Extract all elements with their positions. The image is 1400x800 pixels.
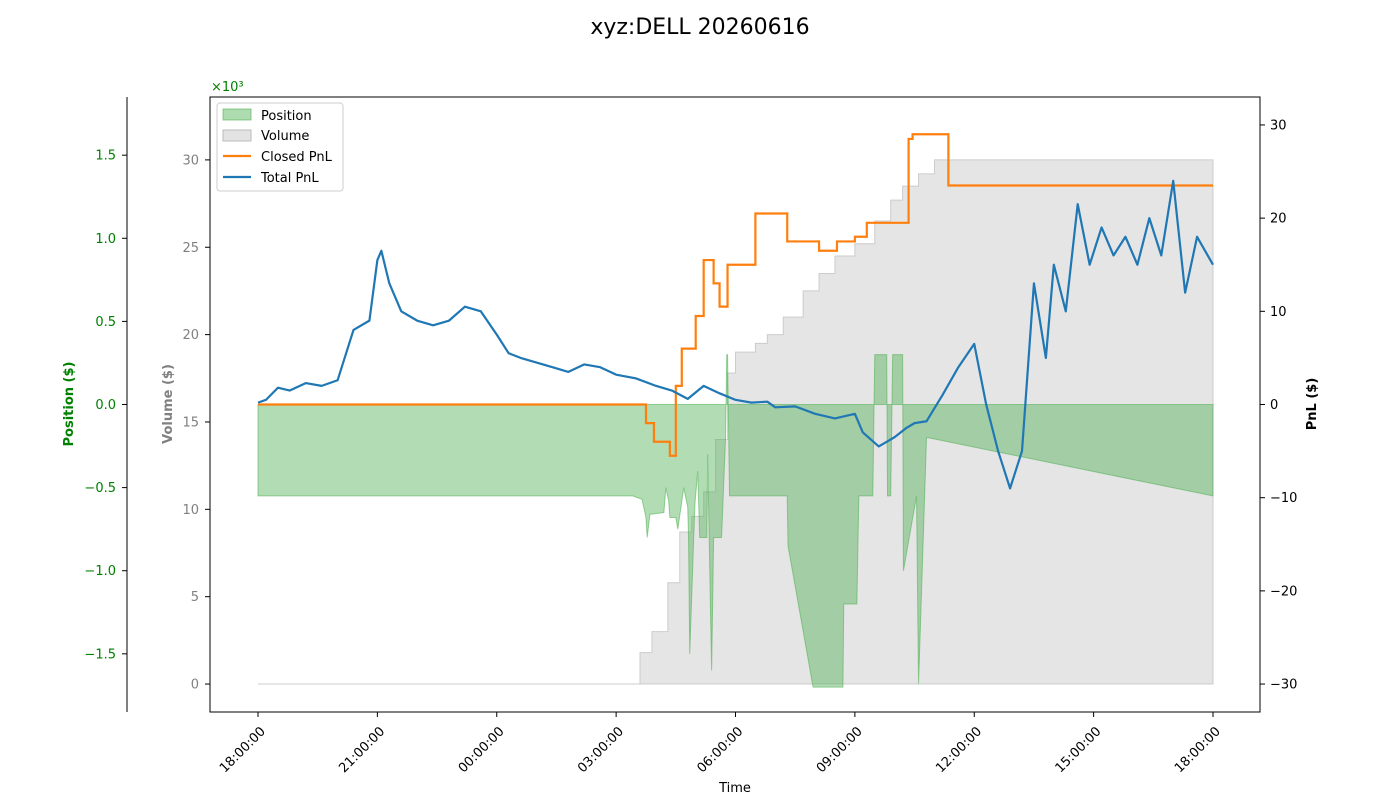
plot-area — [257, 133, 1214, 688]
pnl-tick-label: −20 — [1270, 584, 1297, 599]
volume-tick-label: 0 — [191, 678, 199, 693]
position-tick-label: 1.0 — [95, 232, 116, 247]
position-tick-label: −1.0 — [84, 564, 116, 579]
x-tick-label: 21:00:00 — [336, 724, 388, 776]
legend-label-total-pnl: Total PnL — [260, 171, 319, 186]
volume-axis-title: Volume ($) — [161, 364, 176, 444]
x-tick-label: 09:00:00 — [814, 724, 866, 776]
legend: Position Volume Closed PnL Total PnL — [216, 102, 344, 192]
volume-tick-label: 15 — [182, 415, 199, 430]
legend-box — [216, 102, 344, 192]
x-tick-label: 18:00:00 — [1172, 724, 1224, 776]
volume-tick-label: 5 — [191, 590, 199, 605]
volume-tick-label: 25 — [182, 241, 199, 256]
x-tick-label: 03:00:00 — [575, 724, 627, 776]
volume-tick-label: 10 — [182, 503, 199, 518]
pnl-tick-label: 0 — [1270, 398, 1278, 413]
pnl-tick-label: 20 — [1270, 212, 1287, 227]
x-tick-label: 06:00:00 — [694, 724, 746, 776]
position-tick-label: 0.5 — [95, 315, 116, 330]
pnl-axis-title: PnL ($) — [1305, 378, 1320, 431]
total-pnl-line — [257, 179, 1214, 490]
volume-area — [258, 159, 1214, 685]
volume-tick-label: 20 — [182, 328, 199, 343]
position-tick-label: 1.5 — [95, 149, 116, 164]
pnl-tick-label: 30 — [1270, 118, 1287, 133]
x-tick-label: 18:00:00 — [217, 724, 269, 776]
legend-label-volume: Volume — [261, 129, 309, 144]
pnl-tick-label: 10 — [1270, 305, 1287, 320]
x-axis-title: Time — [718, 781, 751, 796]
x-tick-label: 15:00:00 — [1053, 724, 1105, 776]
position-area — [257, 354, 1214, 688]
position-tick-label: −1.5 — [84, 647, 116, 662]
volume-tick-label: 30 — [182, 153, 199, 168]
position-axis-title: Position ($) — [62, 362, 77, 447]
pnl-tick-label: −30 — [1270, 678, 1297, 693]
position-tick-label: 0.0 — [95, 398, 116, 413]
position-axis-multiplier: ×10³ — [211, 80, 244, 95]
x-tick-label: 12:00:00 — [933, 724, 985, 776]
legend-label-position: Position — [261, 109, 312, 124]
chart-title: xyz:DELL 20260616 — [590, 15, 809, 40]
pnl-tick-label: −10 — [1270, 491, 1297, 506]
legend-swatch-volume — [222, 129, 252, 142]
x-tick-label: 00:00:00 — [456, 724, 508, 776]
closed-pnl-line — [258, 133, 1213, 457]
legend-swatch-position — [222, 108, 252, 121]
position-tick-label: −0.5 — [84, 481, 116, 496]
legend-label-closed-pnl: Closed PnL — [261, 150, 333, 165]
